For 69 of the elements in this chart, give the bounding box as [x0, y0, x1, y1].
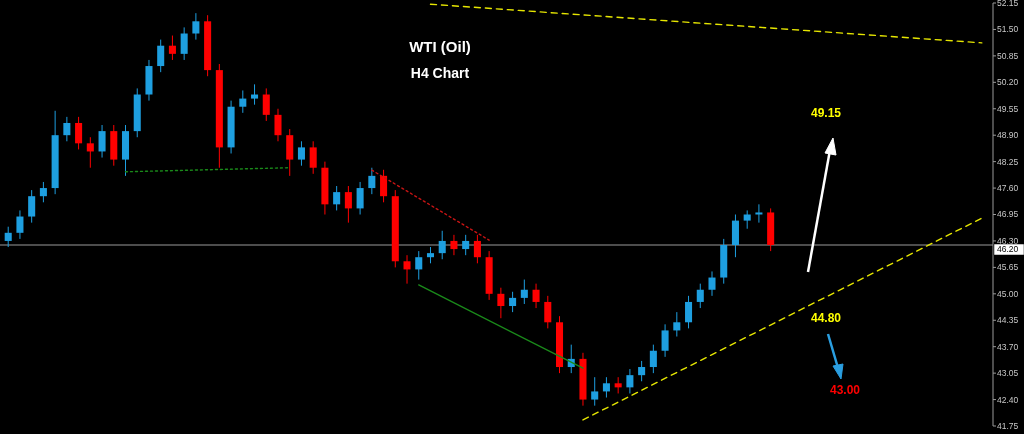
y-tick-label: 41.75: [997, 420, 1019, 431]
candlestick: [509, 291, 517, 313]
y-tick-label: 49.55: [997, 103, 1019, 114]
candlestick: [544, 295, 552, 329]
text: H4 Chart: [410, 65, 470, 81]
candlestick: [180, 26, 188, 61]
candlestick: [462, 234, 470, 256]
y-tick-label: 50.20: [997, 77, 1019, 88]
y-tick-label: 46.95: [997, 209, 1019, 220]
candlestick: [638, 360, 646, 382]
y-tick-label: 52.15: [997, 0, 1019, 8]
candlestick: [192, 12, 200, 41]
candlestick: [649, 344, 657, 374]
y-tick-label: 44.35: [997, 315, 1019, 326]
candlestick: [661, 323, 669, 358]
candlestick: [473, 234, 481, 264]
candlestick: [39, 181, 47, 203]
candlestick: [696, 283, 704, 309]
candlestick: [168, 35, 176, 61]
candlestick: [403, 254, 411, 285]
y-tick-label: 48.25: [997, 156, 1019, 167]
candlestick: [239, 89, 247, 114]
text: WTI (Oil): [409, 38, 471, 55]
candlestick: [86, 136, 94, 169]
candlestick: [755, 203, 763, 224]
candlestick: [75, 116, 83, 150]
candlestick: [743, 209, 751, 230]
candlestick: [98, 124, 106, 159]
candlestick: [450, 234, 458, 256]
candlestick: [626, 368, 634, 394]
candlestick: [262, 87, 270, 122]
y-tick-label: 43.70: [997, 341, 1019, 352]
y-tick-label: 50.85: [997, 50, 1019, 61]
candlestick: [63, 116, 71, 142]
candlestick: [602, 376, 610, 399]
candlestick: [685, 295, 693, 329]
y-tick-label: 45.65: [997, 262, 1019, 273]
y-tick-label: 51.50: [997, 24, 1019, 35]
y-tick-label: 42.40: [997, 394, 1019, 405]
annotation: 44.80: [810, 311, 842, 326]
candlestick: [333, 185, 341, 211]
candlestick: [380, 169, 388, 203]
candlestick: [4, 226, 12, 248]
candlestick: [591, 376, 599, 407]
y-tick-label: 48.90: [997, 130, 1019, 141]
candlestick: [415, 250, 423, 281]
candlestick: [708, 270, 716, 297]
candlestick: [16, 209, 24, 240]
annotation: 49.15: [810, 106, 842, 121]
candlestick: [438, 230, 446, 260]
candlestick: [274, 108, 282, 142]
candlestick: [532, 283, 540, 309]
candlestick: [356, 181, 364, 215]
candlestick: [497, 287, 505, 319]
candlestick: [251, 83, 259, 106]
candlestick: [28, 189, 36, 224]
candlestick: [297, 140, 305, 167]
candlestick: [309, 140, 317, 175]
y-tick-label: 46.30: [997, 235, 1019, 246]
candlestick: [368, 167, 376, 195]
y-tick-label: 47.60: [997, 183, 1019, 194]
y-tick-label: 43.05: [997, 368, 1019, 379]
candlestick: [520, 279, 528, 305]
ref-line-label: 46.20: [997, 244, 1019, 255]
y-tick-label: 45.00: [997, 288, 1019, 299]
candlestick: [673, 311, 681, 338]
candlestick: [344, 185, 352, 224]
candlestick: [157, 39, 165, 73]
annotation: 43.00: [829, 383, 861, 398]
